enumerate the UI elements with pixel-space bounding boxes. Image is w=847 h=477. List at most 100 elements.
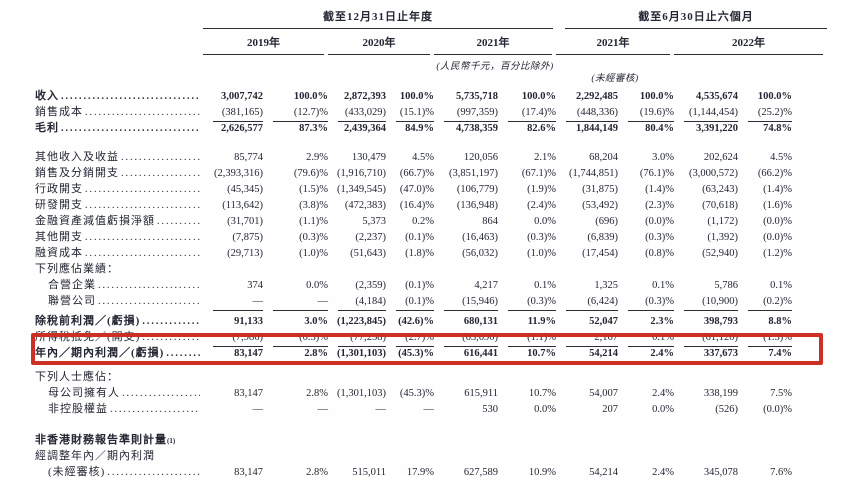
value-cell: 515,011 [352, 467, 386, 477]
value-cell: (0.0)% [763, 232, 792, 243]
value-cell: 5,735,718 [456, 91, 498, 102]
dot-leader [157, 215, 200, 227]
value-cell: (6,839) [587, 232, 618, 243]
value-cell: (2,237) [355, 232, 386, 243]
value-cell: 2.4% [618, 347, 674, 363]
value-cell: (0.8)% [645, 248, 674, 259]
value-cell: (70,618) [702, 200, 738, 211]
value-cell: 0.1% [534, 280, 556, 291]
row-label-text: 其他收入及收益 [35, 151, 119, 163]
value-cell: 0.0% [534, 216, 556, 227]
dot-leader [98, 279, 200, 291]
value-cell: 616,441 [434, 347, 498, 363]
value-cell: (1.5)% [299, 184, 328, 195]
value-cell: (1.0)% [527, 248, 556, 259]
table-row: 銷售及分銷開支 (2,393,316) (79.6)% (1,916,710) (66.… [0, 164, 847, 180]
row-label-text: 聯營公司 [48, 295, 96, 307]
value-cell: (106,779) [456, 184, 498, 195]
table-row: 其他收入及收益 85,774 2.9% 130,479 4.5% 120,056 2.1% 6… [0, 148, 847, 164]
dot-leader [121, 151, 200, 163]
dot-leader [85, 199, 200, 211]
dot-leader [121, 167, 200, 179]
row-label-text: 非控股權益 [48, 403, 108, 415]
row-label: 銷售及分銷開支 [35, 164, 203, 180]
value-cell: 8.8% [768, 316, 792, 327]
value-cell: (3.8)% [299, 200, 328, 211]
value-cell: (2.4)% [527, 200, 556, 211]
value-cell: (381,165) [203, 106, 263, 122]
row-label-text: 銷售及分銷開支 [35, 167, 119, 179]
value-cell: 3,391,220 [696, 123, 738, 134]
row-label: 所得稅抵免／(開支) [35, 328, 203, 344]
table-row: 下列人士應佔： [0, 368, 847, 384]
value-cell: 54,007 [589, 388, 618, 399]
value-cell: 83,147 [234, 467, 263, 477]
value-cell: 1,844,149 [576, 123, 618, 134]
value-cell: 7.4% [738, 347, 792, 363]
table-header: 截至12月31日止年度 截至6月30日止六個月 2019年 2020年 2021… [0, 0, 847, 84]
value-cell: (0.2)% [738, 295, 792, 311]
value-cell: (0.1)% [386, 295, 434, 311]
value-cell: 680,131 [463, 316, 498, 327]
value-cell: (433,029) [328, 106, 386, 122]
value-cell: 338,199 [703, 388, 738, 399]
year-header-2019: 2019年 [203, 34, 324, 55]
value-cell: (16,463) [462, 232, 498, 243]
value-cell: (2,393,316) [214, 168, 263, 179]
value-cell: 398,793 [703, 316, 738, 327]
row-label: 聯營公司 [35, 292, 203, 308]
value-cell: (45.3)% [399, 388, 434, 399]
value-cell: (0.0)% [763, 404, 792, 415]
value-cell: 54,214 [589, 467, 618, 477]
value-cell: 87.3% [299, 123, 328, 134]
value-cell: 83,147 [234, 388, 263, 399]
dot-leader [142, 315, 200, 327]
value-cell: (0.0)% [763, 216, 792, 227]
value-cell: 82.6% [527, 123, 556, 134]
row-label: 年內／期內利潤／(虧損) [35, 344, 203, 360]
value-cell: (1.8)% [405, 248, 434, 259]
value-cell: 120,056 [463, 152, 498, 163]
value-cell: (1,916,710) [337, 168, 386, 179]
value-cell: (136,948) [456, 200, 498, 211]
row-label-text: 下列人士應佔： [35, 371, 119, 383]
value-cell: (47.0)% [399, 184, 434, 195]
value-cell: 5,786 [714, 280, 738, 291]
value-cell: (0.0)% [645, 216, 674, 227]
value-cell: 11.9% [527, 316, 556, 327]
value-cell: (31,875) [582, 184, 618, 195]
value-cell: (17,454) [582, 248, 618, 259]
row-label-text: 研發開支 [35, 199, 83, 211]
value-cell: (42.6)% [398, 316, 434, 327]
table-row: 金融資產減值虧損淨額 (31,701) (1.1)% 5,373 0.2% 864 0.0%… [0, 212, 847, 228]
column-group-annual: 截至12月31日止年度 [203, 8, 553, 29]
row-label: 除稅前利潤／(虧損) [35, 312, 203, 328]
value-cell: (1,172) [707, 216, 738, 227]
row-label: 非香港財務報告準則計量 (1) [35, 431, 203, 447]
row-label-text: 行政開支 [35, 183, 83, 195]
value-cell: 100.0% [399, 91, 434, 102]
row-label: 下列應佔業績： [35, 260, 203, 276]
value-cell: (17.4)% [498, 106, 556, 122]
value-cell: (0.3)% [527, 232, 556, 243]
value-cell: (31,701) [227, 216, 263, 227]
value-cell: 84.9% [405, 123, 434, 134]
value-cell: 864 [482, 216, 498, 227]
value-cell: (7,875) [232, 232, 263, 243]
value-cell: (2,359) [355, 280, 386, 291]
value-cell: 0.2% [412, 216, 434, 227]
value-cell: 2.8% [306, 467, 328, 477]
value-cell: (1.4)% [763, 184, 792, 195]
value-cell: 4.5% [412, 152, 434, 163]
value-cell: 4.5% [770, 152, 792, 163]
value-cell: (1,144,454) [674, 106, 738, 122]
row-label-text: 融資成本 [35, 247, 83, 259]
value-cell: 3.0% [652, 152, 674, 163]
value-cell: (448,336) [556, 106, 618, 122]
table-row: 融資成本 (29,713) (1.0)% (51,643) (1.8)% (56,032)… [0, 244, 847, 260]
table-row: 行政開支 (45,345) (1.5)% (1,349,545) (47.0)% (106… [0, 180, 847, 196]
value-cell: 100.0% [293, 91, 328, 102]
value-cell: (1.2)% [763, 248, 792, 259]
table-row: 所得稅抵免／(開支)(7,986)(0.3)%(77,258)(2.7)%(63… [0, 328, 847, 347]
value-cell: (1.1)% [299, 216, 328, 227]
